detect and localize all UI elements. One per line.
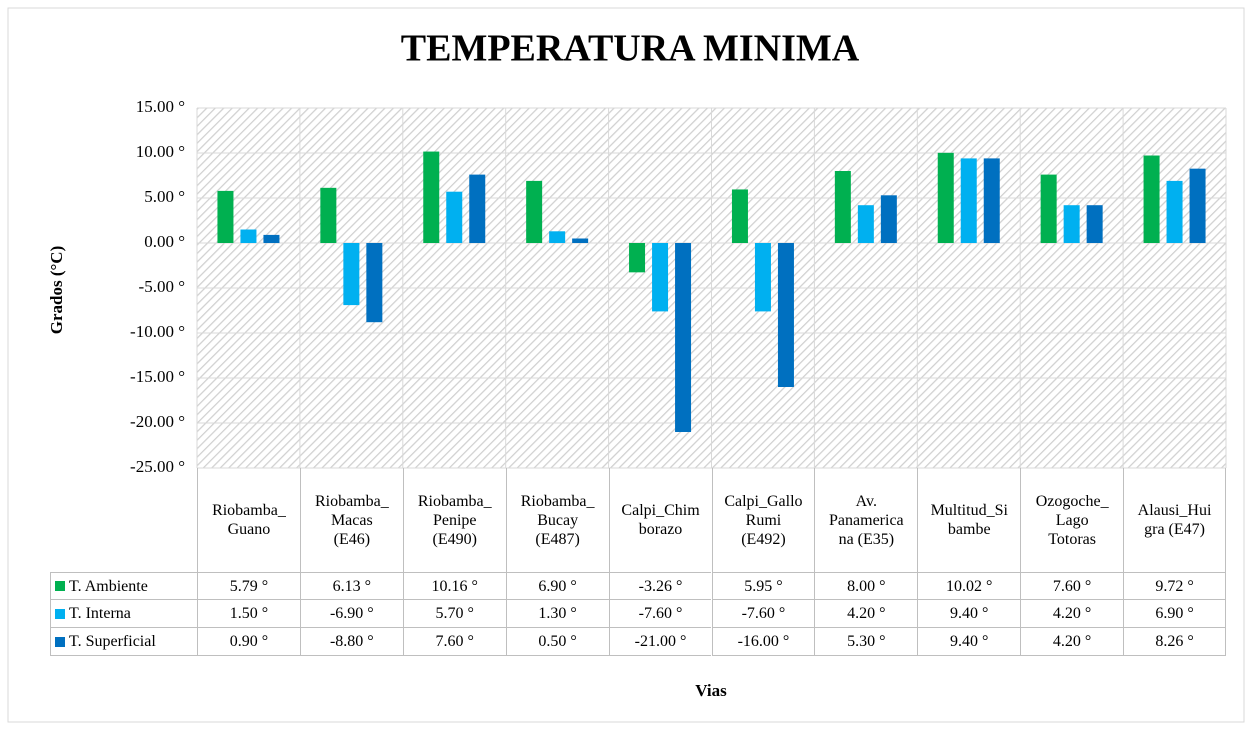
x-axis-title: Vias bbox=[695, 681, 727, 700]
bar bbox=[777, 243, 794, 387]
chart-title: TEMPERATURA MINIMA bbox=[401, 28, 860, 70]
table-value: 5.95 ° bbox=[711, 572, 815, 600]
y-tick-label: -5.00 ° bbox=[139, 277, 185, 296]
category-label: Av. Panamericana (E35) bbox=[814, 468, 917, 572]
table-value: 1.30 ° bbox=[505, 600, 609, 628]
y-tick-label: 15.00 ° bbox=[136, 97, 185, 116]
legend-label: T. Ambiente bbox=[69, 577, 148, 595]
table-value: -6.90 ° bbox=[299, 600, 403, 628]
category-label: Riobamba_Penipe (E490) bbox=[402, 468, 506, 572]
table-value: 4.20 ° bbox=[1020, 628, 1124, 656]
y-tick-label: -15.00 ° bbox=[130, 367, 185, 386]
y-tick-label: 0.00 ° bbox=[144, 232, 185, 251]
bar bbox=[549, 231, 566, 243]
table-value: 6.90 ° bbox=[1123, 600, 1226, 628]
category-label: Calpi_Gallo Rumi (E492) bbox=[711, 468, 815, 572]
bar bbox=[652, 243, 669, 312]
bar bbox=[240, 229, 257, 243]
table-value: 10.16 ° bbox=[402, 572, 506, 600]
table-value: 4.20 ° bbox=[814, 600, 918, 628]
bar bbox=[469, 174, 486, 243]
legend-label: T. Superficial bbox=[69, 633, 156, 650]
table-value: 0.90 ° bbox=[197, 628, 300, 656]
category-label: Riobamba_Guano bbox=[197, 468, 300, 572]
table-value: 7.60 ° bbox=[1020, 572, 1124, 600]
y-tick-label: 5.00 ° bbox=[144, 187, 185, 206]
table-value: 10.02 ° bbox=[917, 572, 1021, 600]
bar bbox=[937, 152, 954, 243]
category-label: Alausi_Huigra (E47) bbox=[1123, 468, 1226, 572]
table-value: -3.26 ° bbox=[608, 572, 712, 600]
category-label: Multitud_Sibambe bbox=[917, 468, 1020, 572]
bar bbox=[731, 189, 748, 243]
table-value: 9.40 ° bbox=[917, 600, 1021, 628]
y-tick-label: -25.00 ° bbox=[130, 457, 185, 476]
bar bbox=[880, 195, 897, 243]
table-value: 7.60 ° bbox=[402, 628, 506, 656]
legend-swatch bbox=[55, 636, 65, 647]
table-value: 8.26 ° bbox=[1123, 628, 1226, 656]
bar bbox=[754, 243, 771, 312]
bar bbox=[1189, 168, 1206, 243]
bar bbox=[446, 191, 463, 243]
category-label: Riobamba_Macas (E46) bbox=[299, 468, 403, 572]
bar bbox=[423, 151, 440, 243]
table-value: -16.00 ° bbox=[711, 628, 815, 656]
category-label: Ozogoche_Lago Totoras bbox=[1020, 468, 1123, 572]
bar bbox=[1063, 205, 1080, 243]
category-label: Calpi_Chimborazo bbox=[608, 468, 712, 572]
bar bbox=[857, 205, 874, 243]
table-value: 5.70 ° bbox=[402, 600, 506, 628]
y-axis-title: Grados (°C) bbox=[47, 246, 66, 335]
legend-label: T. Interna bbox=[69, 605, 131, 622]
y-tick-label: -20.00 ° bbox=[130, 412, 185, 431]
bar bbox=[983, 158, 1000, 243]
bar bbox=[629, 243, 646, 273]
table-value: 1.50 ° bbox=[197, 600, 300, 628]
y-tick-label: -10.00 ° bbox=[130, 322, 185, 341]
bar bbox=[366, 243, 383, 323]
bar bbox=[1086, 205, 1103, 243]
bar bbox=[1040, 174, 1057, 243]
table-value: -21.00 ° bbox=[608, 628, 712, 656]
table-value: 6.90 ° bbox=[505, 572, 609, 600]
bar bbox=[834, 171, 851, 243]
bar bbox=[217, 190, 234, 243]
legend-swatch bbox=[55, 608, 65, 619]
table-value: 9.72 ° bbox=[1123, 572, 1226, 600]
y-tick-label: 10.00 ° bbox=[136, 142, 185, 161]
table-value: -7.60 ° bbox=[608, 600, 712, 628]
bar bbox=[1166, 180, 1183, 243]
legend-swatch bbox=[55, 581, 65, 591]
table-value: 0.50 ° bbox=[505, 628, 609, 656]
table-value: 5.79 ° bbox=[197, 572, 300, 600]
table-value: 6.13 ° bbox=[299, 572, 403, 600]
legend-entry: T. Interna bbox=[50, 600, 197, 628]
bar bbox=[320, 187, 337, 243]
table-value: 4.20 ° bbox=[1020, 600, 1124, 628]
table-value: -8.80 ° bbox=[299, 628, 403, 656]
table-value: 8.00 ° bbox=[814, 572, 918, 600]
bar bbox=[263, 234, 280, 243]
legend-entry: T. Superficial bbox=[50, 628, 197, 656]
bar bbox=[1143, 155, 1160, 243]
bar bbox=[526, 180, 543, 243]
table-value: -7.60 ° bbox=[711, 600, 815, 628]
table-value: 9.40 ° bbox=[917, 628, 1021, 656]
category-label: Riobamba_Bucay (E487) bbox=[505, 468, 609, 572]
bar bbox=[960, 158, 977, 243]
bar bbox=[343, 243, 360, 306]
legend-entry: T. Ambiente bbox=[50, 572, 197, 600]
bar bbox=[572, 238, 589, 243]
table-value: 5.30 ° bbox=[814, 628, 918, 656]
bar bbox=[675, 243, 692, 432]
